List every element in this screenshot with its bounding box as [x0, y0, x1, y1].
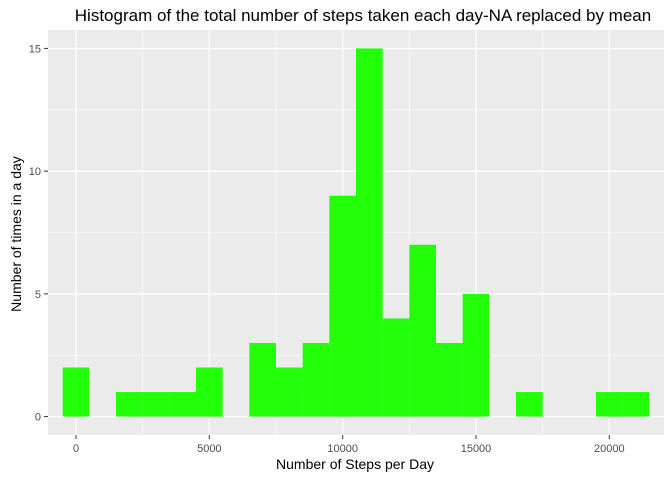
x-axis-title: Number of Steps per Day — [276, 456, 434, 472]
y-tick-label: 0 — [35, 412, 41, 424]
y-tick-label: 10 — [29, 166, 41, 178]
x-tick-label: 0 — [73, 443, 79, 455]
x-tick-label: 5000 — [197, 443, 221, 455]
chart-title: Histogram of the total number of steps t… — [75, 6, 651, 25]
histogram-bar — [329, 195, 356, 417]
histogram-bar — [382, 318, 410, 417]
histogram-bar — [436, 342, 463, 417]
x-tick-label: 20000 — [594, 443, 625, 455]
y-axis-title: Number of times in a day — [8, 156, 24, 312]
y-tick-label: 15 — [29, 43, 41, 55]
histogram-bar — [409, 244, 436, 417]
x-tick-label: 15000 — [461, 443, 492, 455]
histogram-bar — [142, 392, 170, 417]
histogram-bar — [116, 392, 143, 417]
histogram-bar — [302, 342, 330, 417]
bars — [62, 48, 650, 417]
y-tick-label: 5 — [35, 289, 41, 301]
histogram-bar — [462, 293, 490, 417]
histogram-bar — [276, 367, 303, 417]
histogram-bar — [169, 392, 196, 417]
histogram-bar — [622, 392, 650, 417]
x-tick-label: 10000 — [327, 443, 358, 455]
histogram-bar — [249, 342, 276, 417]
histogram-bar — [196, 367, 223, 417]
histogram-bar — [596, 392, 623, 417]
axes: 0 5000 10000 15000 20000 0 5 10 15 — [29, 43, 625, 455]
histogram-bar — [62, 367, 90, 417]
histogram-bar — [516, 392, 543, 417]
histogram-bar — [356, 48, 383, 417]
